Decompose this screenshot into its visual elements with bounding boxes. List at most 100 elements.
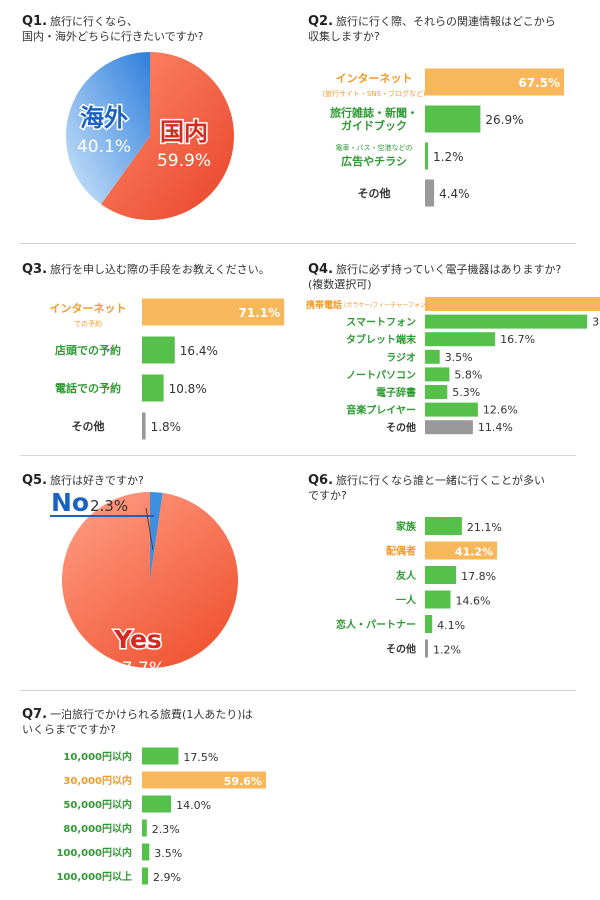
q2-label-3: その他 — [358, 186, 391, 200]
q2-value-2: 1.2% — [433, 150, 464, 164]
q4-value-1: 38.6% — [592, 316, 600, 329]
q2-label-1: ガイドブック — [341, 119, 407, 133]
q2-label-2: 広告やチラシ — [341, 154, 407, 168]
q2-value-0: 67.5% — [518, 76, 560, 90]
q6-label-0: 家族 — [396, 520, 417, 533]
q4-bar-0 — [425, 297, 600, 311]
q4-value-5: 5.3% — [452, 386, 480, 399]
q1-question: Q1. 旅行に行くなら、 国内・海外どちらに行きたいですか? — [22, 14, 204, 44]
q5-chart: Yes 97.7% No 2.3% — [50, 488, 238, 679]
q1-domestic-value: 59.9% — [157, 151, 211, 171]
q4-value-6: 12.6% — [483, 404, 518, 417]
q2-chart: 67.5% インターネット (旅行サイト・SNS・ブログなど) 26.9% 旅行雑誌・新… — [322, 68, 565, 207]
q4-bar-7 — [425, 420, 473, 435]
q7-value-5: 2.9% — [153, 871, 181, 884]
q7-bar-1 — [142, 771, 266, 789]
q7-value-1: 59.6% — [224, 775, 262, 788]
q7-chart: 17.5% 10,000円以内 59.6% 30,000円以内 14.0% 50,000円… — [56, 747, 266, 885]
q7-text: 一泊旅行でかけられる旅費(1人あたり)は いくらまでですか? — [22, 708, 253, 736]
q6-value-3: 14.6% — [456, 595, 491, 608]
q2-text: 旅行に行く際、それらの関連情報はどこから 収集しますか? — [308, 15, 556, 43]
q5-text: 旅行は好きですか? — [50, 474, 144, 487]
q2-bar-1 — [425, 105, 481, 133]
q6-question: Q6. 旅行に行くなら誰と一緒に行くことが多い ですか? — [308, 473, 545, 503]
q1-text: 旅行に行くなら、 国内・海外どちらに行きたいですか? — [22, 15, 204, 43]
q6-value-0: 21.1% — [467, 521, 502, 534]
q4-text: 旅行に必ず持っていく電子機器はありますか? (複数選択可) — [308, 263, 562, 291]
q2-question: Q2. 旅行に行く際、それらの関連情報はどこから 収集しますか? — [308, 14, 556, 44]
q4-label-2: タブレット端末 — [346, 333, 417, 346]
q4-bar-1 — [425, 314, 588, 329]
q4-number: Q4. — [308, 262, 334, 277]
q2-bar-2 — [425, 142, 428, 170]
q6-value-4: 4.1% — [437, 619, 465, 632]
q7-bar-5 — [142, 867, 148, 885]
q5-question: Q5. 旅行は好きですか? — [22, 473, 144, 488]
q7-bar-3 — [142, 819, 147, 837]
q3-bar-2 — [142, 374, 164, 402]
q3-label-3: その他 — [72, 419, 105, 433]
q6-value-5: 1.2% — [433, 644, 461, 657]
q2-number: Q2. — [308, 14, 334, 29]
q4-sublabel-0: (ガラケー/フィーチャーフォン) — [344, 301, 428, 309]
q4-value-2: 16.7% — [500, 333, 535, 346]
q4-chart: 58.5%携帯電話(ガラケー/フィーチャーフォン)38.6%スマートフォン16.… — [306, 297, 600, 435]
q6-bar-5 — [425, 639, 428, 658]
q6-bar-4 — [425, 615, 433, 633]
q3-label-2: 電話での予約 — [55, 381, 121, 395]
q7-bar-0 — [142, 747, 179, 765]
q4-bar-4 — [425, 367, 450, 382]
divider-2 — [20, 455, 576, 456]
q5-no-value: 2.3% — [90, 497, 128, 515]
q6-number: Q6. — [308, 473, 334, 488]
q4-label-4: ノートパソコン — [346, 369, 416, 381]
q4-label-3: ラジオ — [386, 352, 416, 364]
q5-no-label: No — [51, 488, 89, 517]
q6-bar-2 — [425, 566, 457, 584]
q6-label-4: 恋人・パートナー — [336, 618, 416, 631]
q5-slice-yes — [62, 492, 238, 668]
q6-bar-1 — [425, 541, 498, 560]
q1-number: Q1. — [22, 14, 48, 29]
q1-domestic-label: 国内 — [160, 118, 208, 146]
q7-label-1: 30,000円以内 — [63, 774, 132, 787]
q4-bar-6 — [425, 402, 478, 417]
q4-label-6: 音楽プレイヤー — [346, 404, 416, 417]
q6-value-1: 41.2% — [455, 546, 493, 559]
q3-text: 旅行を申し込む際の手段をお教えください。 — [50, 263, 270, 276]
q7-value-3: 2.3% — [152, 823, 180, 836]
q6-bar-0 — [425, 517, 462, 535]
q6-bar-3 — [425, 590, 451, 609]
q7-bar-2 — [142, 795, 172, 813]
q3-label-0: インターネット — [50, 302, 127, 315]
q3-value-0: 71.1% — [239, 306, 281, 320]
q3-value-1: 16.4% — [180, 344, 218, 358]
q3-value-3: 1.8% — [151, 420, 182, 434]
q4-label-7: その他 — [386, 421, 416, 434]
q3-bar-1 — [142, 336, 175, 364]
q4-question: Q4. 旅行に必ず持っていく電子機器はありますか? (複数選択可) — [308, 262, 561, 292]
q2-value-3: 4.4% — [439, 187, 470, 201]
divider-1 — [20, 243, 576, 244]
q1-overseas-label: 海外 — [80, 104, 128, 132]
q4-label-1: スマートフォン — [346, 317, 416, 329]
q5-slice-no — [150, 492, 163, 580]
q4-bar-2 — [425, 332, 496, 347]
q4-value-4: 5.8% — [454, 368, 482, 381]
q4-value-7: 11.4% — [478, 421, 513, 434]
q2-label-0: インターネット — [336, 72, 413, 85]
q1-slice-domestic — [101, 52, 234, 220]
q7-number: Q7. — [22, 707, 48, 722]
q3-sublabel-0: での予約 — [74, 319, 102, 328]
q7-label-0: 10,000円以内 — [63, 750, 132, 763]
q5-number: Q5. — [22, 473, 48, 488]
q2-sublabel-0: (旅行サイト・SNS・ブログなど) — [322, 89, 426, 98]
q7-label-2: 50,000円以内 — [63, 798, 132, 811]
q7-label-3: 80,000円以内 — [63, 822, 132, 835]
q7-value-4: 3.5% — [154, 847, 182, 860]
q6-chart: 21.1% 家族 41.2% 配偶者 17.8% 友人 14.6% 一人 4.1% 恋人・パートナ… — [336, 517, 502, 658]
q4-label-5: 電子辞書 — [376, 386, 416, 399]
q1-chart: 国内 59.9% 海外 40.1% — [65, 51, 234, 220]
q1-slice-overseas — [65, 51, 150, 205]
